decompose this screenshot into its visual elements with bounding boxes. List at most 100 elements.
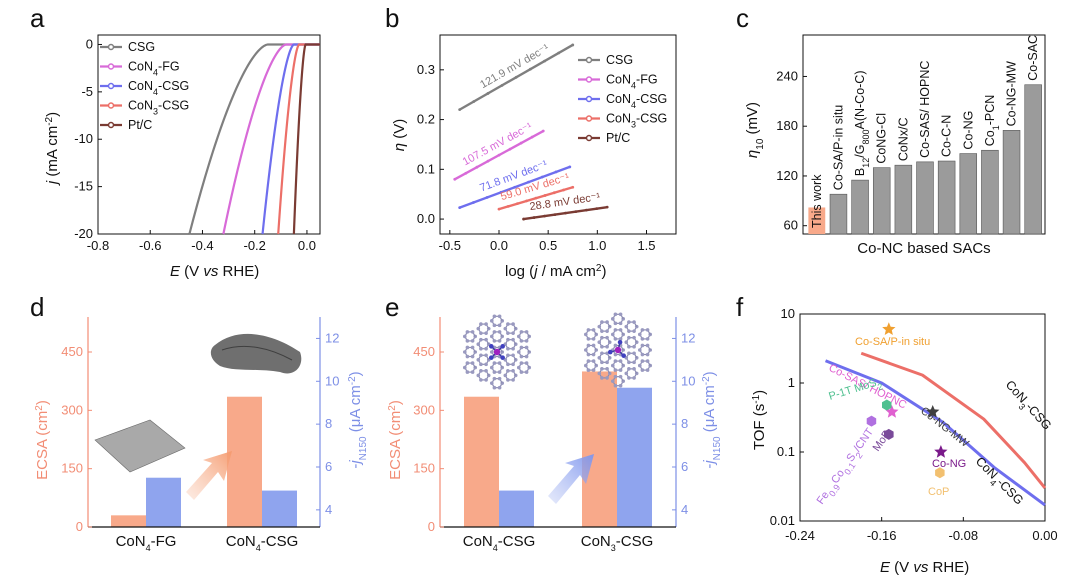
atom	[470, 330, 475, 334]
atom	[627, 320, 631, 324]
atom	[610, 317, 615, 321]
atom	[470, 339, 475, 343]
tof-point-1	[885, 405, 899, 418]
tof-point-5	[866, 415, 877, 427]
atom	[586, 368, 591, 372]
increase-arrow-icon	[186, 451, 232, 500]
atom	[519, 345, 524, 350]
tafel-slope-label-0: 121.9 mV dec⁻¹	[478, 42, 551, 91]
panel-a-xlabel: E (V vs RHE)	[170, 263, 259, 280]
c-bar-3	[872, 167, 891, 235]
tafel-point	[530, 135, 534, 139]
atom	[516, 365, 521, 370]
atom	[618, 328, 623, 332]
atom	[618, 374, 623, 379]
lsv-curve-0	[188, 43, 320, 235]
c-ytick-label: 240	[776, 68, 798, 83]
tafel-point	[543, 59, 546, 63]
panel-e-right-label: -jN150 (μA cm-2)	[701, 371, 723, 468]
lsv-curve-3	[277, 43, 320, 235]
atom	[640, 343, 645, 348]
lsv-curve-1	[222, 43, 320, 235]
atom	[605, 344, 609, 349]
f-ytick-label: 1	[788, 375, 795, 390]
a-ytick-label: 0	[86, 36, 93, 51]
a-legend-label: CSG	[128, 40, 155, 54]
atom	[640, 352, 645, 357]
tafel-point	[485, 196, 489, 199]
ecsa-bar-1	[227, 396, 262, 527]
tafel-point	[499, 190, 503, 194]
atom	[600, 376, 604, 380]
atom	[600, 335, 604, 340]
tafel-point	[552, 191, 556, 195]
atom	[613, 337, 618, 341]
atom	[511, 369, 515, 373]
tof-point-label-3: Co-NG	[932, 458, 966, 470]
tafel-point	[543, 194, 547, 197]
atom	[632, 367, 636, 371]
tafel-point	[475, 165, 479, 169]
left-tick-label: 0	[428, 519, 435, 534]
tof-point-0	[882, 322, 896, 335]
tafel-point	[534, 196, 538, 200]
b-xtick-label: 1.0	[588, 238, 606, 253]
c-bar-label-5: Co-SAS/ HOPNC	[918, 61, 932, 158]
tafel-point	[486, 159, 490, 163]
panel-c-xlabel: Co-NC based SACs	[857, 240, 990, 257]
atom	[484, 353, 488, 358]
c-ytick-label: 120	[776, 168, 798, 183]
atom	[506, 369, 510, 373]
nitrogen-atom	[621, 353, 626, 358]
atom	[484, 346, 488, 351]
tafel-point	[508, 147, 512, 151]
atom	[524, 361, 529, 365]
atom	[497, 376, 502, 381]
b-legend-label: CoN3-CSG	[606, 112, 667, 130]
atom	[484, 337, 488, 342]
atom	[484, 362, 488, 367]
atom	[465, 361, 470, 365]
atom	[489, 334, 494, 339]
tafel-point	[540, 175, 544, 179]
b-legend-marker	[585, 115, 593, 122]
left-tick-label: 0	[76, 519, 83, 534]
panel-f-ylabel: TOF (s-1)	[751, 390, 769, 450]
tafel-point	[458, 108, 462, 112]
panel-label-d: d	[30, 292, 44, 322]
tafel-point	[472, 201, 475, 204]
atom	[591, 337, 596, 341]
atom	[484, 378, 488, 382]
panel-d-bar-chart: CoN4-FG CoN4-CSG 0 150 300 450 4 6 8 10 12 ECSA (…	[34, 317, 369, 553]
left-tick-label: 450	[61, 344, 83, 359]
tafel-point	[516, 202, 519, 206]
con3-structure-illustration	[583, 312, 653, 388]
a-xtick-label: 0.0	[298, 238, 316, 253]
atom	[600, 320, 604, 324]
a-legend-marker	[107, 82, 115, 90]
atom	[484, 369, 488, 373]
a-legend-label: CoN4-FG	[128, 60, 180, 78]
atom	[613, 383, 618, 388]
atom	[519, 370, 524, 374]
atom	[524, 345, 529, 350]
atom	[479, 353, 483, 358]
category-label-1: CoN4-CSG	[226, 533, 299, 553]
panel-c-bars: This work Co-SA/P-in situ B12/G800A(N-Co-C…	[808, 35, 1042, 235]
c-ytick-label: 60	[784, 218, 798, 233]
atom	[497, 385, 502, 390]
panel-label-c: c	[736, 3, 749, 33]
nitrogen-atom	[607, 349, 613, 355]
right-tick-label: 12	[325, 330, 339, 345]
atom	[484, 322, 488, 326]
jn150-bar-1	[262, 490, 297, 527]
tafel-point	[527, 180, 530, 184]
atom	[506, 331, 510, 335]
tof-point-7	[935, 467, 945, 479]
atom	[632, 360, 636, 365]
tof-point-label-2: Co-NG-MW	[918, 405, 971, 450]
atom	[492, 376, 497, 381]
right-tick-label: 8	[325, 416, 332, 431]
atom	[484, 331, 488, 335]
b-xtick-label: -0.5	[439, 238, 461, 253]
